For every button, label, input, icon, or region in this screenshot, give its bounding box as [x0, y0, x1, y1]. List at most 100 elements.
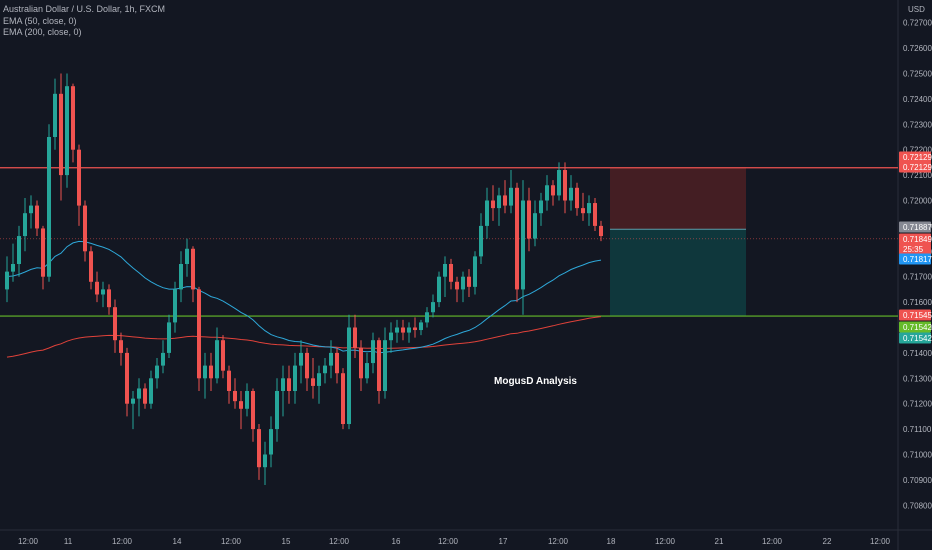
candle-body: [203, 365, 207, 379]
candle-body: [557, 170, 561, 196]
candle-body: [377, 340, 381, 391]
price-tag-label: 0.71545: [903, 311, 932, 320]
candle-body: [125, 352, 129, 404]
candle-body: [599, 225, 603, 237]
y-tick-label: 0.70900: [903, 476, 932, 485]
x-tick-label: 22: [823, 537, 832, 546]
candle-body: [497, 195, 501, 209]
y-tick-label: 0.71400: [903, 349, 932, 358]
candle-body: [251, 391, 255, 430]
candle-body: [209, 365, 213, 379]
candle-body: [365, 363, 369, 379]
candle-body: [533, 213, 537, 239]
x-tick-label: 21: [715, 537, 724, 546]
y-tick-label: 0.72500: [903, 70, 932, 79]
candle-body: [347, 327, 351, 425]
candle-body: [569, 187, 573, 201]
y-tick-label: 0.72600: [903, 44, 932, 53]
candle-body: [17, 236, 21, 264]
candle-body: [161, 352, 165, 366]
candle-body: [521, 200, 525, 290]
candle-body: [95, 281, 99, 295]
candle-body: [239, 401, 243, 409]
price-tag: [899, 233, 931, 245]
candle-body: [395, 327, 399, 333]
x-tick-label: 12:00: [762, 537, 783, 546]
candle-body: [551, 185, 555, 196]
ema50-label[interactable]: EMA (50, close, 0): [3, 15, 77, 26]
stop-loss-zone[interactable]: [610, 167, 746, 230]
symbol-label[interactable]: Australian Dollar / U.S. Dollar, 1h, FXC…: [3, 4, 166, 14]
candle-body: [101, 289, 105, 295]
price-tag-label: 0.71542: [903, 334, 932, 343]
candle-body: [173, 289, 177, 323]
candle-body: [293, 365, 297, 391]
take-profit-zone[interactable]: [610, 229, 746, 317]
candle-body: [311, 378, 315, 386]
candle-body: [11, 264, 15, 272]
candle-body: [83, 205, 87, 252]
candle-body: [47, 137, 51, 277]
candle-body: [509, 187, 513, 206]
candle-body: [539, 200, 543, 214]
candle-body: [383, 340, 387, 391]
candle-body: [53, 93, 57, 137]
candle-body: [479, 225, 483, 257]
candle-body: [71, 86, 75, 150]
candle-body: [401, 327, 405, 333]
ema200-label[interactable]: EMA (200, close, 0): [3, 27, 82, 37]
candle-body: [341, 373, 345, 425]
candle-body: [503, 195, 507, 206]
candle-body: [131, 398, 135, 404]
candle-body: [263, 454, 267, 468]
price-tag: [899, 243, 931, 255]
price-tag-label: 0.72129: [903, 163, 932, 172]
y-tick-label: 0.71200: [903, 400, 932, 409]
x-tick-label: 12:00: [655, 537, 676, 546]
y-tick-label: 0.71000: [903, 451, 932, 460]
candle-body: [443, 264, 447, 277]
candle-body: [227, 370, 231, 391]
ema50-line: [6, 240, 602, 354]
candle-body: [275, 391, 279, 430]
price-tag-label: 0.71542: [903, 323, 932, 332]
y-tick-label: 0.71700: [903, 273, 932, 282]
candle-body: [233, 391, 237, 402]
candle-body: [431, 302, 435, 313]
x-tick-label: 12:00: [548, 537, 569, 546]
candle-body: [305, 352, 309, 379]
candle-body: [137, 388, 141, 399]
candle-body: [119, 340, 123, 353]
price-tag-label: 0.71887: [903, 223, 932, 232]
candle-body: [359, 347, 363, 379]
candle-body: [143, 388, 147, 404]
x-tick-label: 17: [499, 537, 508, 546]
x-tick-label: 16: [392, 537, 401, 546]
y-tick-label: 0.71300: [903, 374, 932, 383]
candle-body: [329, 352, 333, 366]
candle-body: [5, 271, 9, 290]
candle-body: [425, 312, 429, 323]
candle-body: [581, 208, 585, 214]
price-tag: [899, 221, 931, 233]
price-tag-label: 0.71849: [903, 235, 932, 244]
price-tag-label: 0.71817: [903, 255, 932, 264]
x-tick-label: 12:00: [870, 537, 891, 546]
candle-body: [35, 205, 39, 229]
y-tick-label: 0.72700: [903, 19, 932, 28]
price-tag-label: 0.72129: [903, 153, 932, 162]
y-tick-label: 0.71100: [903, 425, 932, 434]
candle-body: [245, 391, 249, 409]
candle-body: [191, 248, 195, 290]
y-tick-label: 0.72400: [903, 95, 932, 104]
ema200-line: [6, 316, 602, 358]
candle-body: [77, 149, 81, 206]
candle-body: [407, 327, 411, 333]
x-tick-label: 11: [64, 537, 73, 546]
price-tag: [899, 309, 931, 321]
candle-body: [545, 185, 549, 201]
candle-body: [149, 378, 153, 404]
candle-body: [29, 205, 33, 214]
candle-body: [59, 93, 63, 176]
